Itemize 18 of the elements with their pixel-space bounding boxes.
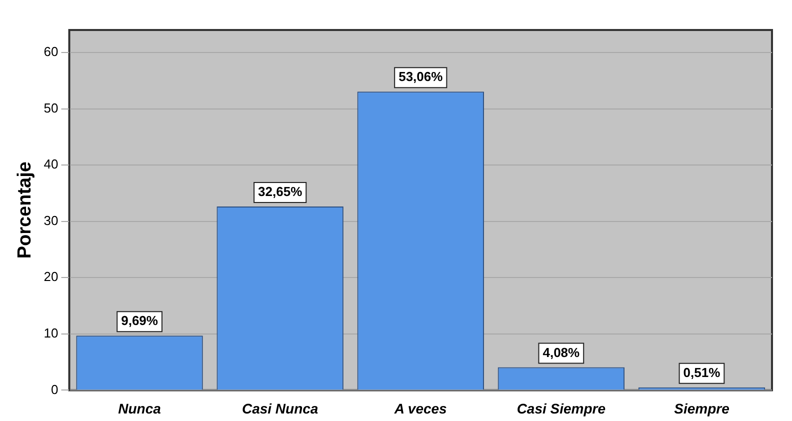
data-label: 4,08%	[542, 344, 580, 360]
x-tick-label: Siempre	[674, 400, 730, 416]
data-label: 53,06%	[398, 69, 444, 84]
x-tick-label: A veces	[393, 400, 448, 416]
y-tick-label: 20	[44, 269, 58, 284]
x-tick-label: Nunca	[118, 400, 162, 416]
y-tick-label: 30	[44, 212, 58, 228]
data-label: 0,51%	[683, 364, 721, 380]
y-tick-label: 40	[44, 156, 58, 172]
y-tick-label: 10	[44, 325, 58, 340]
data-label: 9,69%	[121, 313, 158, 328]
data-label: 32,65%	[258, 184, 303, 200]
y-tick-label: 60	[44, 44, 58, 60]
x-tick-label: Casi Nunca	[242, 400, 318, 416]
x-tick-label: Casi Siempre	[516, 400, 606, 416]
y-axis-title: Porcentaje	[14, 162, 36, 259]
y-tick-label: 0	[51, 382, 58, 397]
y-tick-label: 50	[44, 100, 58, 116]
